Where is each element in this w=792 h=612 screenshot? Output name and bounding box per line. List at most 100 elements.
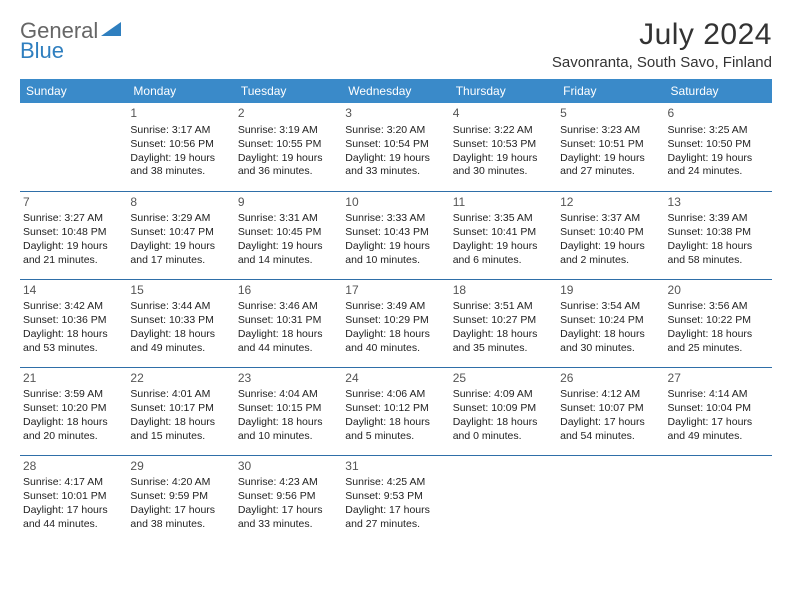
day-number: 31 [345,459,446,475]
day-number: 21 [23,371,124,387]
day-number: 4 [453,106,554,122]
sunrise-text: Sunrise: 3:20 AM [345,124,446,138]
day-number: 19 [560,283,661,299]
calendar-cell: 3Sunrise: 3:20 AMSunset: 10:54 PMDayligh… [342,103,449,191]
sunset-text: Sunset: 10:09 PM [453,402,554,416]
calendar-row: 7Sunrise: 3:27 AMSunset: 10:48 PMDayligh… [20,191,772,279]
daylight-text: Daylight: 18 hours and 58 minutes. [668,240,769,268]
sunrise-text: Sunrise: 3:51 AM [453,300,554,314]
sunrise-text: Sunrise: 3:37 AM [560,212,661,226]
day-number: 2 [238,106,339,122]
calendar-cell: 28Sunrise: 4:17 AMSunset: 10:01 PMDaylig… [20,455,127,543]
sunset-text: Sunset: 10:47 PM [130,226,231,240]
daylight-text: Daylight: 19 hours and 21 minutes. [23,240,124,268]
sunset-text: Sunset: 10:31 PM [238,314,339,328]
sunrise-text: Sunrise: 4:09 AM [453,388,554,402]
weekday-header: Monday [127,79,234,103]
daylight-text: Daylight: 19 hours and 33 minutes. [345,152,446,180]
calendar-cell: 24Sunrise: 4:06 AMSunset: 10:12 PMDaylig… [342,367,449,455]
logo-sub: Blue [20,38,64,64]
day-number: 29 [130,459,231,475]
calendar-cell: 6Sunrise: 3:25 AMSunset: 10:50 PMDayligh… [665,103,772,191]
day-number: 15 [130,283,231,299]
sunrise-text: Sunrise: 3:33 AM [345,212,446,226]
calendar-cell: 30Sunrise: 4:23 AMSunset: 9:56 PMDayligh… [235,455,342,543]
sunset-text: Sunset: 10:33 PM [130,314,231,328]
daylight-text: Daylight: 17 hours and 27 minutes. [345,504,446,532]
daylight-text: Daylight: 18 hours and 49 minutes. [130,328,231,356]
logo-triangle-icon [101,18,125,44]
daylight-text: Daylight: 19 hours and 36 minutes. [238,152,339,180]
day-number: 5 [560,106,661,122]
sunrise-text: Sunrise: 3:27 AM [23,212,124,226]
sunset-text: Sunset: 10:22 PM [668,314,769,328]
weekday-header: Wednesday [342,79,449,103]
sunset-text: Sunset: 10:01 PM [23,490,124,504]
day-number: 18 [453,283,554,299]
sunset-text: Sunset: 10:51 PM [560,138,661,152]
sunrise-text: Sunrise: 4:01 AM [130,388,231,402]
sunset-text: Sunset: 10:45 PM [238,226,339,240]
sunrise-text: Sunrise: 4:17 AM [23,476,124,490]
sunrise-text: Sunrise: 3:35 AM [453,212,554,226]
calendar-cell: 27Sunrise: 4:14 AMSunset: 10:04 PMDaylig… [665,367,772,455]
weekday-header: Tuesday [235,79,342,103]
sunset-text: Sunset: 10:41 PM [453,226,554,240]
sunrise-text: Sunrise: 4:14 AM [668,388,769,402]
daylight-text: Daylight: 18 hours and 30 minutes. [560,328,661,356]
calendar-cell: 14Sunrise: 3:42 AMSunset: 10:36 PMDaylig… [20,279,127,367]
calendar-cell: 1Sunrise: 3:17 AMSunset: 10:56 PMDayligh… [127,103,234,191]
calendar-cell-empty [20,103,127,191]
daylight-text: Daylight: 19 hours and 10 minutes. [345,240,446,268]
day-number: 27 [668,371,769,387]
sunset-text: Sunset: 10:40 PM [560,226,661,240]
calendar-cell-empty [665,455,772,543]
daylight-text: Daylight: 18 hours and 0 minutes. [453,416,554,444]
sunrise-text: Sunrise: 3:59 AM [23,388,124,402]
day-number: 6 [668,106,769,122]
sunrise-text: Sunrise: 4:04 AM [238,388,339,402]
sunrise-text: Sunrise: 3:29 AM [130,212,231,226]
calendar-cell: 23Sunrise: 4:04 AMSunset: 10:15 PMDaylig… [235,367,342,455]
daylight-text: Daylight: 18 hours and 5 minutes. [345,416,446,444]
calendar-cell-empty [450,455,557,543]
sunset-text: Sunset: 10:15 PM [238,402,339,416]
day-number: 11 [453,195,554,211]
sunrise-text: Sunrise: 3:49 AM [345,300,446,314]
calendar-body: 1Sunrise: 3:17 AMSunset: 10:56 PMDayligh… [20,103,772,543]
day-number: 22 [130,371,231,387]
sunset-text: Sunset: 9:59 PM [130,490,231,504]
sunset-text: Sunset: 10:48 PM [23,226,124,240]
calendar-cell: 11Sunrise: 3:35 AMSunset: 10:41 PMDaylig… [450,191,557,279]
title-block: July 2024 Savonranta, South Savo, Finlan… [552,18,772,71]
sunset-text: Sunset: 10:43 PM [345,226,446,240]
sunrise-text: Sunrise: 3:56 AM [668,300,769,314]
daylight-text: Daylight: 17 hours and 49 minutes. [668,416,769,444]
sunrise-text: Sunrise: 4:25 AM [345,476,446,490]
sunrise-text: Sunrise: 3:22 AM [453,124,554,138]
day-number: 9 [238,195,339,211]
day-number: 28 [23,459,124,475]
sunrise-text: Sunrise: 4:12 AM [560,388,661,402]
daylight-text: Daylight: 18 hours and 10 minutes. [238,416,339,444]
day-number: 14 [23,283,124,299]
daylight-text: Daylight: 19 hours and 2 minutes. [560,240,661,268]
daylight-text: Daylight: 18 hours and 40 minutes. [345,328,446,356]
calendar-cell: 2Sunrise: 3:19 AMSunset: 10:55 PMDayligh… [235,103,342,191]
page-title: July 2024 [552,18,772,52]
calendar-cell: 16Sunrise: 3:46 AMSunset: 10:31 PMDaylig… [235,279,342,367]
calendar-cell: 17Sunrise: 3:49 AMSunset: 10:29 PMDaylig… [342,279,449,367]
calendar-cell: 9Sunrise: 3:31 AMSunset: 10:45 PMDayligh… [235,191,342,279]
sunset-text: Sunset: 10:53 PM [453,138,554,152]
calendar-cell: 4Sunrise: 3:22 AMSunset: 10:53 PMDayligh… [450,103,557,191]
daylight-text: Daylight: 18 hours and 35 minutes. [453,328,554,356]
sunset-text: Sunset: 10:38 PM [668,226,769,240]
day-number: 26 [560,371,661,387]
day-number: 13 [668,195,769,211]
sunset-text: Sunset: 10:20 PM [23,402,124,416]
sunset-text: Sunset: 10:56 PM [130,138,231,152]
calendar-cell: 18Sunrise: 3:51 AMSunset: 10:27 PMDaylig… [450,279,557,367]
calendar-cell: 25Sunrise: 4:09 AMSunset: 10:09 PMDaylig… [450,367,557,455]
daylight-text: Daylight: 19 hours and 6 minutes. [453,240,554,268]
calendar-cell: 15Sunrise: 3:44 AMSunset: 10:33 PMDaylig… [127,279,234,367]
